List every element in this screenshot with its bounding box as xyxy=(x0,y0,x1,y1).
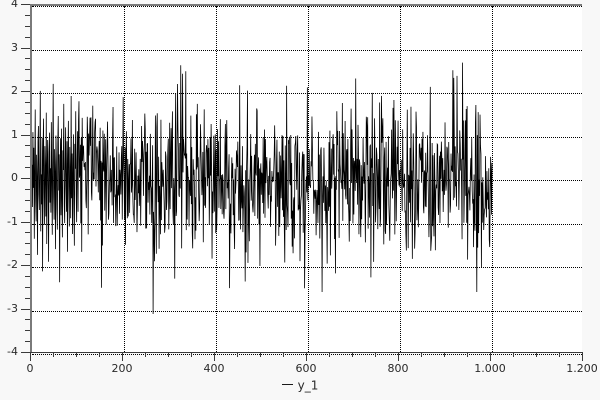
y-tick-minor xyxy=(25,58,30,60)
y-tick-major xyxy=(21,91,30,92)
gridline-vertical xyxy=(124,6,125,352)
x-tick-minor xyxy=(513,352,514,357)
x-tick-major xyxy=(398,352,399,361)
legend-line-marker-icon xyxy=(281,384,293,385)
x-tick-minor xyxy=(536,352,537,357)
y-tick-minor xyxy=(25,275,30,277)
x-tick-major xyxy=(30,352,31,361)
x-tick-minor xyxy=(467,352,468,357)
y-tick-minor xyxy=(25,145,30,147)
x-tick-label: 1.200 xyxy=(566,362,598,375)
x-tick-minor xyxy=(444,352,445,357)
x-tick-label: 1.000 xyxy=(474,362,506,375)
x-tick-minor xyxy=(53,352,54,357)
y-tick-major xyxy=(21,178,30,179)
gridline-vertical xyxy=(308,6,309,352)
y-tick-minor xyxy=(25,210,30,212)
x-tick-label: 0 xyxy=(26,362,34,375)
y-tick-minor xyxy=(25,319,30,321)
y-tick-minor xyxy=(25,14,30,16)
x-tick-label: 800 xyxy=(387,362,409,375)
y-tick-major xyxy=(21,352,30,353)
y-tick-minor xyxy=(25,232,30,234)
x-tick-minor xyxy=(352,352,353,357)
gridline-horizontal xyxy=(32,180,582,181)
y-tick-minor xyxy=(25,188,30,190)
y-tick-major xyxy=(21,134,30,136)
x-tick-major xyxy=(214,352,215,361)
y-tick-label: 4 xyxy=(11,0,18,10)
x-tick-major xyxy=(122,352,123,361)
plot-area xyxy=(32,6,582,352)
y-tick-major xyxy=(21,221,30,223)
y-tick-label: 1 xyxy=(11,127,18,141)
x-tick-minor xyxy=(99,352,100,357)
y-tick-label: 2 xyxy=(11,84,18,97)
x-tick-minor xyxy=(76,352,77,357)
y-axis: -4 -3 -2 -1 0 1 2 3 4 xyxy=(0,0,30,357)
x-tick-minor xyxy=(421,352,422,357)
x-tick-label: 600 xyxy=(295,362,317,375)
y-tick-label: 3 xyxy=(11,40,18,54)
x-tick-label: 200 xyxy=(111,362,133,375)
y-tick-minor xyxy=(25,341,30,343)
x-tick-minor xyxy=(260,352,261,357)
y-tick-minor xyxy=(25,254,30,256)
gridline-horizontal xyxy=(32,310,582,312)
x-tick-minor xyxy=(237,352,238,357)
gridline-horizontal xyxy=(32,223,582,225)
y-tick-label: 0 xyxy=(11,171,18,184)
x-tick-label: 400 xyxy=(203,362,225,375)
y-tick-minor xyxy=(25,123,30,125)
plot-frame xyxy=(30,4,582,355)
gridline-vertical xyxy=(492,6,493,352)
gridline-horizontal xyxy=(32,354,582,355)
gridline-horizontal xyxy=(32,93,582,94)
y-tick-major xyxy=(21,308,30,310)
axis-legend-caption: y_1 xyxy=(0,378,600,393)
x-tick-minor xyxy=(168,352,169,357)
y-tick-minor xyxy=(25,243,30,245)
y-tick-minor xyxy=(25,36,30,38)
y-tick-major xyxy=(21,265,30,266)
y-tick-minor xyxy=(25,156,30,158)
series-y_1 xyxy=(32,62,493,315)
x-tick-major xyxy=(306,352,307,361)
x-tick-minor xyxy=(283,352,284,357)
gridline-horizontal xyxy=(32,267,582,268)
gridline-horizontal xyxy=(32,136,582,138)
gridline-horizontal xyxy=(32,6,582,7)
y-tick-label: -4 xyxy=(7,345,18,358)
y-tick-minor xyxy=(25,167,30,169)
legend-entry-label: y_1 xyxy=(297,378,319,393)
x-tick-minor xyxy=(191,352,192,357)
y-tick-minor xyxy=(25,101,30,103)
y-tick-minor xyxy=(25,25,30,27)
y-tick-minor xyxy=(25,330,30,332)
gridline-vertical xyxy=(216,6,217,352)
x-tick-minor xyxy=(375,352,376,357)
y-tick-minor xyxy=(25,80,30,82)
x-tick-major xyxy=(582,352,583,361)
x-tick-major xyxy=(490,352,491,361)
y-tick-minor xyxy=(25,199,30,201)
y-tick-minor xyxy=(25,286,30,288)
y-tick-major xyxy=(21,4,30,5)
y-tick-major xyxy=(21,47,30,49)
x-tick-minor xyxy=(329,352,330,357)
y-tick-label: -1 xyxy=(7,214,18,228)
y-tick-minor xyxy=(25,112,30,114)
x-tick-minor xyxy=(145,352,146,357)
x-axis: 0 200 400 600 800 1.000 1.200 xyxy=(26,352,598,375)
gridline-vertical xyxy=(400,6,401,352)
y-tick-minor xyxy=(25,297,30,299)
y-tick-minor xyxy=(25,69,30,71)
x-tick-minor xyxy=(559,352,560,357)
gridline-horizontal xyxy=(32,49,582,51)
y-tick-label: -3 xyxy=(7,301,18,315)
y-tick-label: -2 xyxy=(7,258,18,271)
